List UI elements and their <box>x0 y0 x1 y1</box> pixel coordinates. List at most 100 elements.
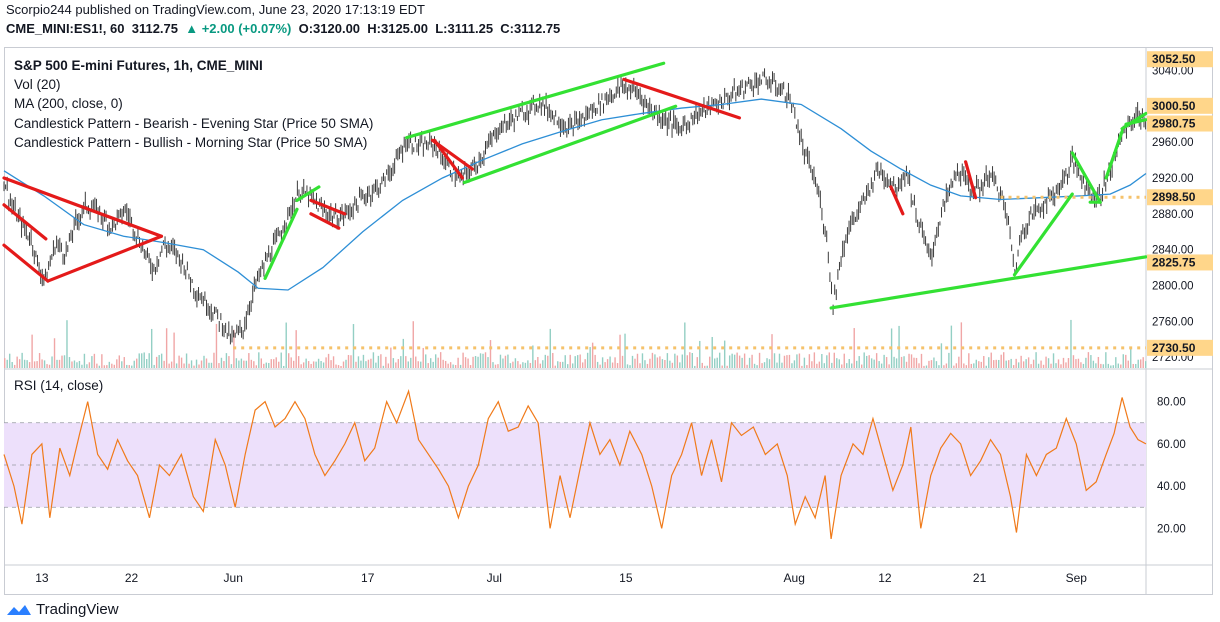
volume-bar <box>225 353 228 368</box>
volume-bar <box>175 363 178 368</box>
volume-bar <box>940 343 943 368</box>
volume-bar <box>1122 354 1124 368</box>
volume-bar <box>392 358 395 368</box>
legend-rsi[interactable]: RSI (14, close) <box>14 378 104 393</box>
volume-bar <box>81 364 83 368</box>
volume-bar <box>718 352 721 368</box>
volume-bar <box>701 362 703 368</box>
bearish-trendline <box>889 185 905 216</box>
legend-pattern-bear[interactable]: Candlestick Pattern - Bearish - Evening … <box>14 116 374 131</box>
volume-bar <box>562 361 564 368</box>
bullish-trendline <box>462 104 678 185</box>
volume-bar <box>41 359 43 368</box>
volume-bar <box>654 354 656 368</box>
volume-bar <box>636 353 639 368</box>
volume-bar <box>766 358 768 368</box>
volume-bar <box>761 363 763 368</box>
volume-bar <box>86 364 88 368</box>
volume-bar <box>141 353 143 368</box>
volume-bar <box>312 361 315 368</box>
volume-bar <box>547 355 549 368</box>
volume-bar <box>773 353 776 368</box>
volume-bar <box>616 363 619 368</box>
volume-bar <box>552 352 554 368</box>
price-label-value: 2825.75 <box>1152 255 1196 269</box>
volume-bar <box>534 360 537 368</box>
volume-bar <box>1077 358 1080 368</box>
volume-bar <box>1125 354 1127 368</box>
volume-bar <box>507 354 509 368</box>
volume-bar <box>542 360 544 368</box>
volume-bar <box>185 353 188 368</box>
volume-bar <box>390 347 392 368</box>
volume-bar <box>43 360 46 368</box>
volume-bar <box>243 360 245 368</box>
volume-bar <box>1065 362 1067 368</box>
volume-bar <box>1047 358 1050 368</box>
volume-bar <box>958 356 960 368</box>
legend-vol[interactable]: Vol (20) <box>14 77 61 92</box>
volume-bar <box>868 355 870 368</box>
volume-bar <box>1080 362 1082 368</box>
volume-bar <box>1050 363 1052 368</box>
volume-bar <box>482 353 484 368</box>
volume-bar <box>1000 354 1002 368</box>
volume-bar <box>619 334 621 368</box>
volume-bar <box>746 364 748 368</box>
volume-bar <box>1130 347 1132 368</box>
volume-bar <box>452 364 454 368</box>
volume-bar <box>275 357 277 368</box>
volume-bar <box>763 362 766 368</box>
volume-bar <box>537 357 539 368</box>
volume-bar <box>731 353 733 368</box>
volume-bar <box>880 363 883 368</box>
volume-bar <box>918 363 920 368</box>
volume-bar <box>664 359 666 368</box>
volume-bar <box>23 359 26 368</box>
volume-bar <box>46 364 48 368</box>
volume-bar <box>811 361 813 368</box>
high-value: 3125.00 <box>380 21 428 36</box>
volume-bar <box>111 363 113 368</box>
volume-bar <box>706 365 708 368</box>
volume-bar <box>771 334 773 368</box>
volume-bar <box>793 360 796 368</box>
volume-bar <box>68 357 71 368</box>
volume-bar <box>1092 360 1095 368</box>
price-tick-label: 2800.00 <box>1152 281 1194 293</box>
volume-bar <box>950 325 953 368</box>
author-name[interactable]: Scorpio244 <box>6 2 72 17</box>
volume-bar <box>315 361 317 368</box>
volume-bar <box>920 353 923 368</box>
volume-bar <box>576 355 579 368</box>
volume-bar <box>865 355 868 368</box>
volume-bar <box>696 357 698 368</box>
volume-bar <box>150 328 153 368</box>
footer-brand[interactable]: TradingView <box>6 601 119 618</box>
volume-bar <box>193 365 195 368</box>
price-label-value: 3000.50 <box>1152 99 1196 113</box>
volume-bar <box>681 354 684 368</box>
volume-bar <box>434 354 437 368</box>
volume-bar <box>778 353 781 368</box>
volume-bar <box>614 357 616 368</box>
volume-bar <box>572 363 574 368</box>
volume-bar <box>1120 364 1122 368</box>
volume-bar <box>420 361 422 368</box>
rsi-tick-label: 40.00 <box>1157 481 1186 493</box>
volume-bar <box>322 362 325 368</box>
volume-bar <box>13 364 16 368</box>
legend-ma[interactable]: MA (200, close, 0) <box>14 96 123 111</box>
volume-bar <box>1010 358 1012 368</box>
volume-bar <box>345 359 347 368</box>
volume-bar <box>36 361 38 368</box>
price-tick-label: 2840.00 <box>1152 245 1194 257</box>
legend-pattern-bull[interactable]: Candlestick Pattern - Bullish - Morning … <box>14 135 368 150</box>
volume-bar <box>858 356 860 368</box>
volume-bar <box>900 356 903 368</box>
volume-bar <box>138 353 140 368</box>
volume-bar <box>671 362 674 368</box>
volume-bar <box>818 361 821 368</box>
volume-bar <box>863 352 865 368</box>
